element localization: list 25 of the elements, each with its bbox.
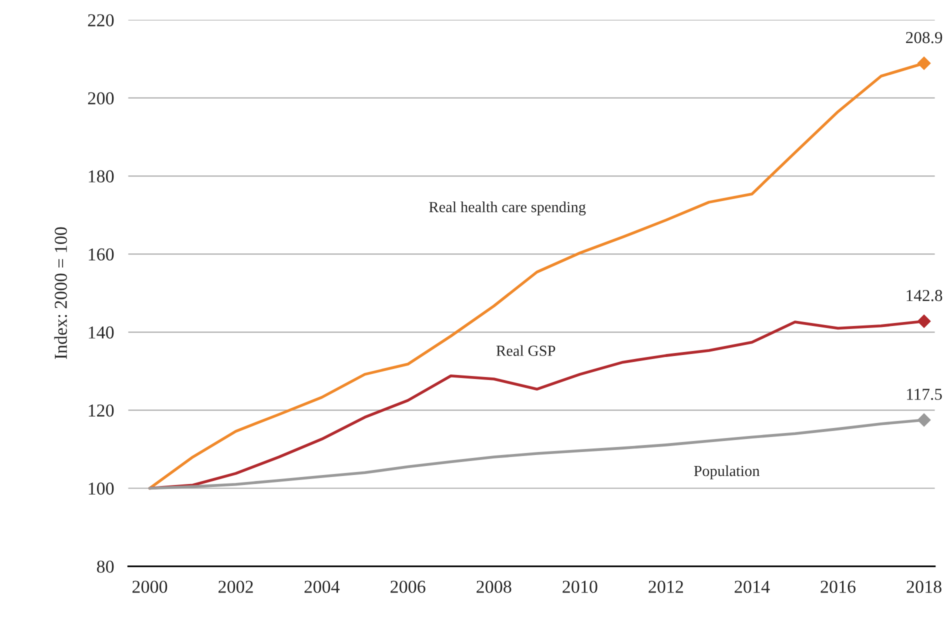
data-label: 117.5: [907, 388, 942, 400]
x-tick-label: 2002: [218, 580, 253, 593]
x-tick-label: 2010: [562, 580, 598, 593]
x-tick-label: 2016: [820, 580, 856, 593]
y-tick-label: 220: [88, 14, 114, 26]
x-tick-label: 2000: [132, 580, 168, 593]
y-tick-label: 140: [88, 326, 114, 339]
x-tick-label: 2014: [734, 580, 770, 593]
y-tick-label: 180: [88, 170, 114, 182]
y-tick-label: 120: [88, 404, 114, 417]
y-axis-title: Index: 2000 = 100: [54, 227, 68, 359]
text: Real health care spending: [429, 201, 586, 216]
series-label: Population: [694, 465, 760, 480]
series-label: Real GSP: [496, 345, 556, 356]
x-tick-label: 2018: [906, 580, 942, 593]
x-tick-label: 2012: [648, 580, 684, 593]
y-tick-label: 100: [88, 482, 114, 495]
data-label: 142.8: [906, 290, 942, 302]
y-tick-label: 160: [88, 248, 114, 261]
x-tick-label: 2004: [304, 580, 340, 593]
data-label: 208.9: [906, 32, 942, 44]
x-tick-label: 2008: [476, 580, 512, 593]
y-tick-label: 200: [88, 92, 114, 104]
x-tick-label: 2006: [390, 580, 426, 593]
y-tick-label: 80: [96, 560, 114, 573]
